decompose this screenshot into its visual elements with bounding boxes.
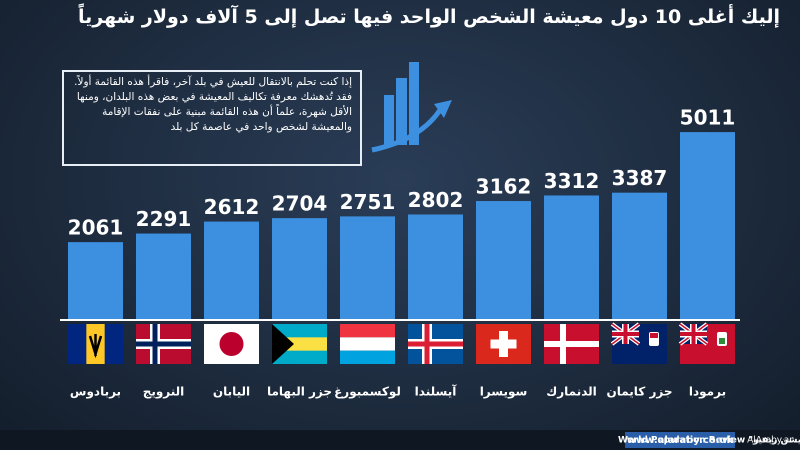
f [650, 333, 658, 338]
bar [544, 195, 599, 319]
x-tick-label: الدنمارك [546, 385, 597, 399]
source: المصدر: "ويلثي غوريلا" Wealthy Gorilla، … [618, 436, 800, 446]
f [340, 324, 395, 338]
value-label: 3387 [612, 166, 668, 190]
x-tick-label: جزر البهاما [267, 385, 332, 399]
intro-text: إذا كنت تحلم بالانتقال للعيش في بلد آخر،… [62, 70, 362, 166]
social-handle: AlAraby.ar [747, 436, 793, 446]
f [88, 334, 103, 359]
bar [680, 132, 735, 319]
f [490, 339, 517, 349]
flag [610, 322, 667, 364]
bar [612, 192, 667, 319]
value-label: 3312 [544, 169, 600, 193]
bar [136, 233, 191, 319]
flag [678, 322, 735, 364]
f [408, 341, 463, 347]
f [219, 332, 244, 356]
value-label: 5011 [680, 106, 736, 130]
bar [476, 201, 531, 319]
x-tick-label: آيسلندا [415, 384, 458, 399]
f [544, 341, 599, 347]
flag [204, 324, 259, 364]
f [340, 350, 395, 364]
x-tick-label: سويسرا [480, 385, 528, 400]
bar [272, 218, 327, 319]
f [272, 324, 294, 364]
f [612, 332, 639, 336]
chart-title: إليك أغلى 10 دول معيشة الشخص الواحد فيها… [78, 6, 780, 28]
bar [204, 221, 259, 319]
city-icon [371, 62, 452, 153]
value-label: 3162 [476, 175, 532, 199]
f [136, 341, 191, 347]
flag [68, 324, 123, 364]
value-label: 2751 [340, 190, 396, 214]
website: www.alaraby.co.uk [627, 435, 734, 446]
value-label: 2291 [136, 207, 192, 231]
bar [340, 216, 395, 319]
value-label: 2061 [68, 216, 124, 240]
x-tick-label: لوكسمبورغ [334, 385, 401, 400]
f [340, 337, 395, 351]
footer-bar [0, 430, 800, 450]
flag [272, 324, 327, 364]
flag [476, 324, 531, 364]
flag [408, 324, 463, 364]
flag [340, 324, 395, 364]
x-tick-label: برمودا [689, 385, 726, 400]
f [719, 338, 725, 344]
x-tick-label: النرويج [143, 385, 185, 400]
website-box [625, 432, 735, 448]
bar [68, 242, 123, 319]
value-label: 2612 [204, 195, 260, 219]
value-label: 2704 [272, 192, 328, 216]
bar [408, 214, 463, 319]
x-tick-label: جزر كايمان [607, 385, 673, 399]
f [680, 332, 707, 336]
value-label: 2802 [408, 188, 464, 212]
flag [544, 324, 599, 364]
flag [136, 324, 191, 364]
x-tick-label: بربادوس [70, 385, 121, 400]
x-tick-label: اليابان [213, 385, 250, 399]
